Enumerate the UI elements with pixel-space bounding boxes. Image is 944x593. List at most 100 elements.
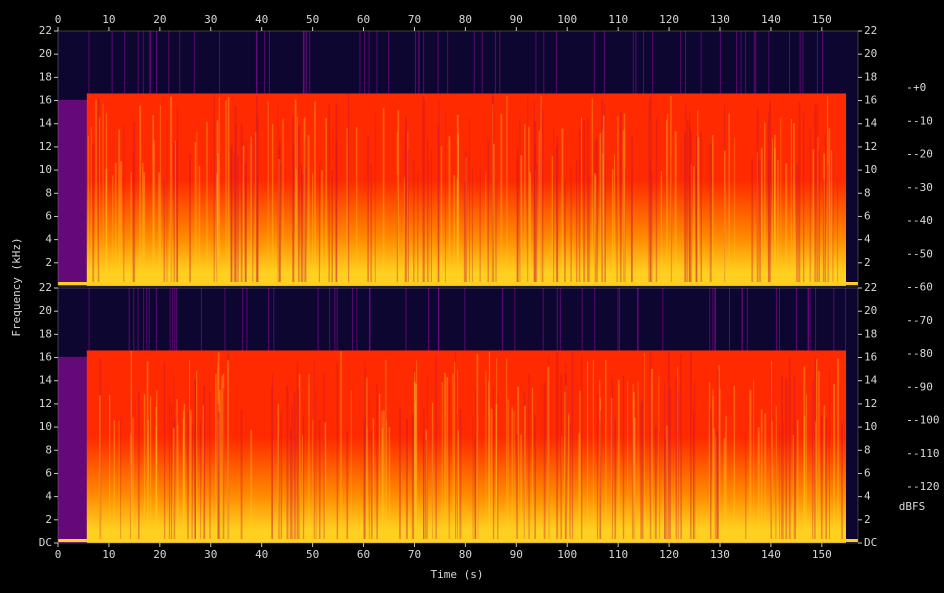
spectrogram-energy [86, 350, 847, 543]
y-tick-label: 22 [864, 281, 877, 294]
y-tick-label: 14 [864, 117, 878, 130]
x-tick-label: 120 [659, 548, 679, 561]
y-tick-label: 4 [864, 490, 871, 503]
plot-frame [57, 30, 859, 287]
spectrogram-low-band [58, 99, 90, 286]
y-tick-label: 22 [864, 24, 877, 37]
y-tick-label: 20 [39, 47, 52, 60]
y-tick-label: 12 [39, 397, 52, 410]
y-tick-label: 4 [45, 233, 52, 246]
x-tick-label: 0 [55, 13, 62, 26]
x-tick-label: 0 [55, 548, 62, 561]
x-tick-label: 30 [204, 13, 217, 26]
x-tick-label: 90 [510, 548, 523, 561]
x-tick-label: 60 [357, 548, 370, 561]
colorbar-tick-label: -10 [913, 114, 933, 127]
y-tick-label: 16 [39, 94, 52, 107]
y-tick-label: 8 [45, 186, 52, 199]
x-tick-label: 120 [659, 13, 679, 26]
colorbar-tick-label: -110 [913, 447, 940, 460]
x-tick-label: 50 [306, 548, 319, 561]
x-tick-label: 150 [812, 13, 832, 26]
x-tick-label: 10 [102, 548, 115, 561]
y-tick-label: 4 [864, 233, 871, 246]
y-tick-label: 18 [864, 327, 877, 340]
colorbar-tick-label: -20 [913, 148, 933, 161]
y-tick-label: 6 [864, 466, 871, 479]
x-tick-label: 10 [102, 13, 115, 26]
y-tick-label: 20 [39, 304, 52, 317]
y-tick-label: 12 [864, 140, 877, 153]
x-tick-label: 130 [710, 13, 730, 26]
x-tick-label: 40 [255, 13, 268, 26]
x-tick-label: 30 [204, 548, 217, 561]
x-tick-label: 20 [153, 13, 166, 26]
y-tick-label: 10 [39, 163, 52, 176]
y-tick-label: 8 [864, 443, 871, 456]
y-tick-label: 2 [864, 513, 871, 526]
x-axis-label: Time (s) [431, 568, 484, 581]
y-tick-label: 6 [45, 466, 52, 479]
colorbar-tick-label: -80 [913, 347, 933, 360]
y-tick-label: 10 [864, 163, 877, 176]
x-tick-label: 150 [812, 548, 832, 561]
colorbar-label: dBFS [899, 500, 926, 513]
x-tick-label: 110 [608, 548, 628, 561]
colorbar-tick-label: -60 [913, 281, 933, 294]
y-tick-label: 4 [45, 490, 52, 503]
colorbar [896, 88, 908, 487]
y-tick-label: 2 [864, 256, 871, 269]
y-tick-label: 2 [45, 256, 52, 269]
y-tick-label: 22 [39, 281, 52, 294]
y-tick-label: 18 [39, 327, 52, 340]
x-tick-label: 100 [557, 548, 577, 561]
x-tick-label: 130 [710, 548, 730, 561]
y-tick-label: 6 [45, 209, 52, 222]
x-tick-label: 110 [608, 13, 628, 26]
y-tick-label: 10 [864, 420, 877, 433]
y-tick-label: 12 [864, 397, 877, 410]
colorbar-tick-label: -90 [913, 380, 933, 393]
y-tick-label: 14 [39, 374, 53, 387]
x-tick-label: 140 [761, 548, 781, 561]
y-tick-label: 18 [864, 70, 877, 83]
y-tick-label: 8 [864, 186, 871, 199]
x-tick-label: 80 [459, 13, 472, 26]
x-tick-label: 80 [459, 548, 472, 561]
x-tick-label: 70 [408, 548, 421, 561]
y-tick-label: 14 [39, 117, 53, 130]
colorbar-tick-label: -30 [913, 181, 933, 194]
colorbar-tick-label: -40 [913, 214, 933, 227]
spectrogram-low-band [58, 356, 90, 543]
y-tick-label: 22 [39, 24, 52, 37]
x-tick-label: 60 [357, 13, 370, 26]
y-tick-label: 16 [864, 94, 877, 107]
x-tick-label: 70 [408, 13, 421, 26]
x-tick-label: 140 [761, 13, 781, 26]
y-tick-label: 12 [39, 140, 52, 153]
y-tick-label: 16 [39, 351, 52, 364]
spectrogram-dc [58, 539, 858, 542]
x-tick-label: 100 [557, 13, 577, 26]
y-tick-label: 10 [39, 420, 52, 433]
x-tick-label: 90 [510, 13, 523, 26]
y-tick-label: 8 [45, 443, 52, 456]
colorbar-tick-label: -50 [913, 247, 933, 260]
colorbar-tick-label: +0 [913, 81, 926, 94]
x-tick-label: 20 [153, 548, 166, 561]
y-axis-label: Frequency (kHz) [10, 237, 23, 336]
colorbar-tick-label: -120 [913, 480, 940, 493]
y-tick-label: 16 [864, 351, 877, 364]
plot-frame [57, 287, 859, 544]
y-tick-label: 18 [39, 70, 52, 83]
x-tick-label: 50 [306, 13, 319, 26]
spectrogram-energy [86, 93, 847, 286]
x-tick-label: 40 [255, 548, 268, 561]
spectrogram-dc [58, 282, 858, 285]
y-tick-label: 14 [864, 374, 878, 387]
y-tick-label: DC [39, 536, 52, 549]
colorbar-tick-label: -70 [913, 314, 933, 327]
y-tick-label: 2 [45, 513, 52, 526]
y-tick-label: 20 [864, 304, 877, 317]
